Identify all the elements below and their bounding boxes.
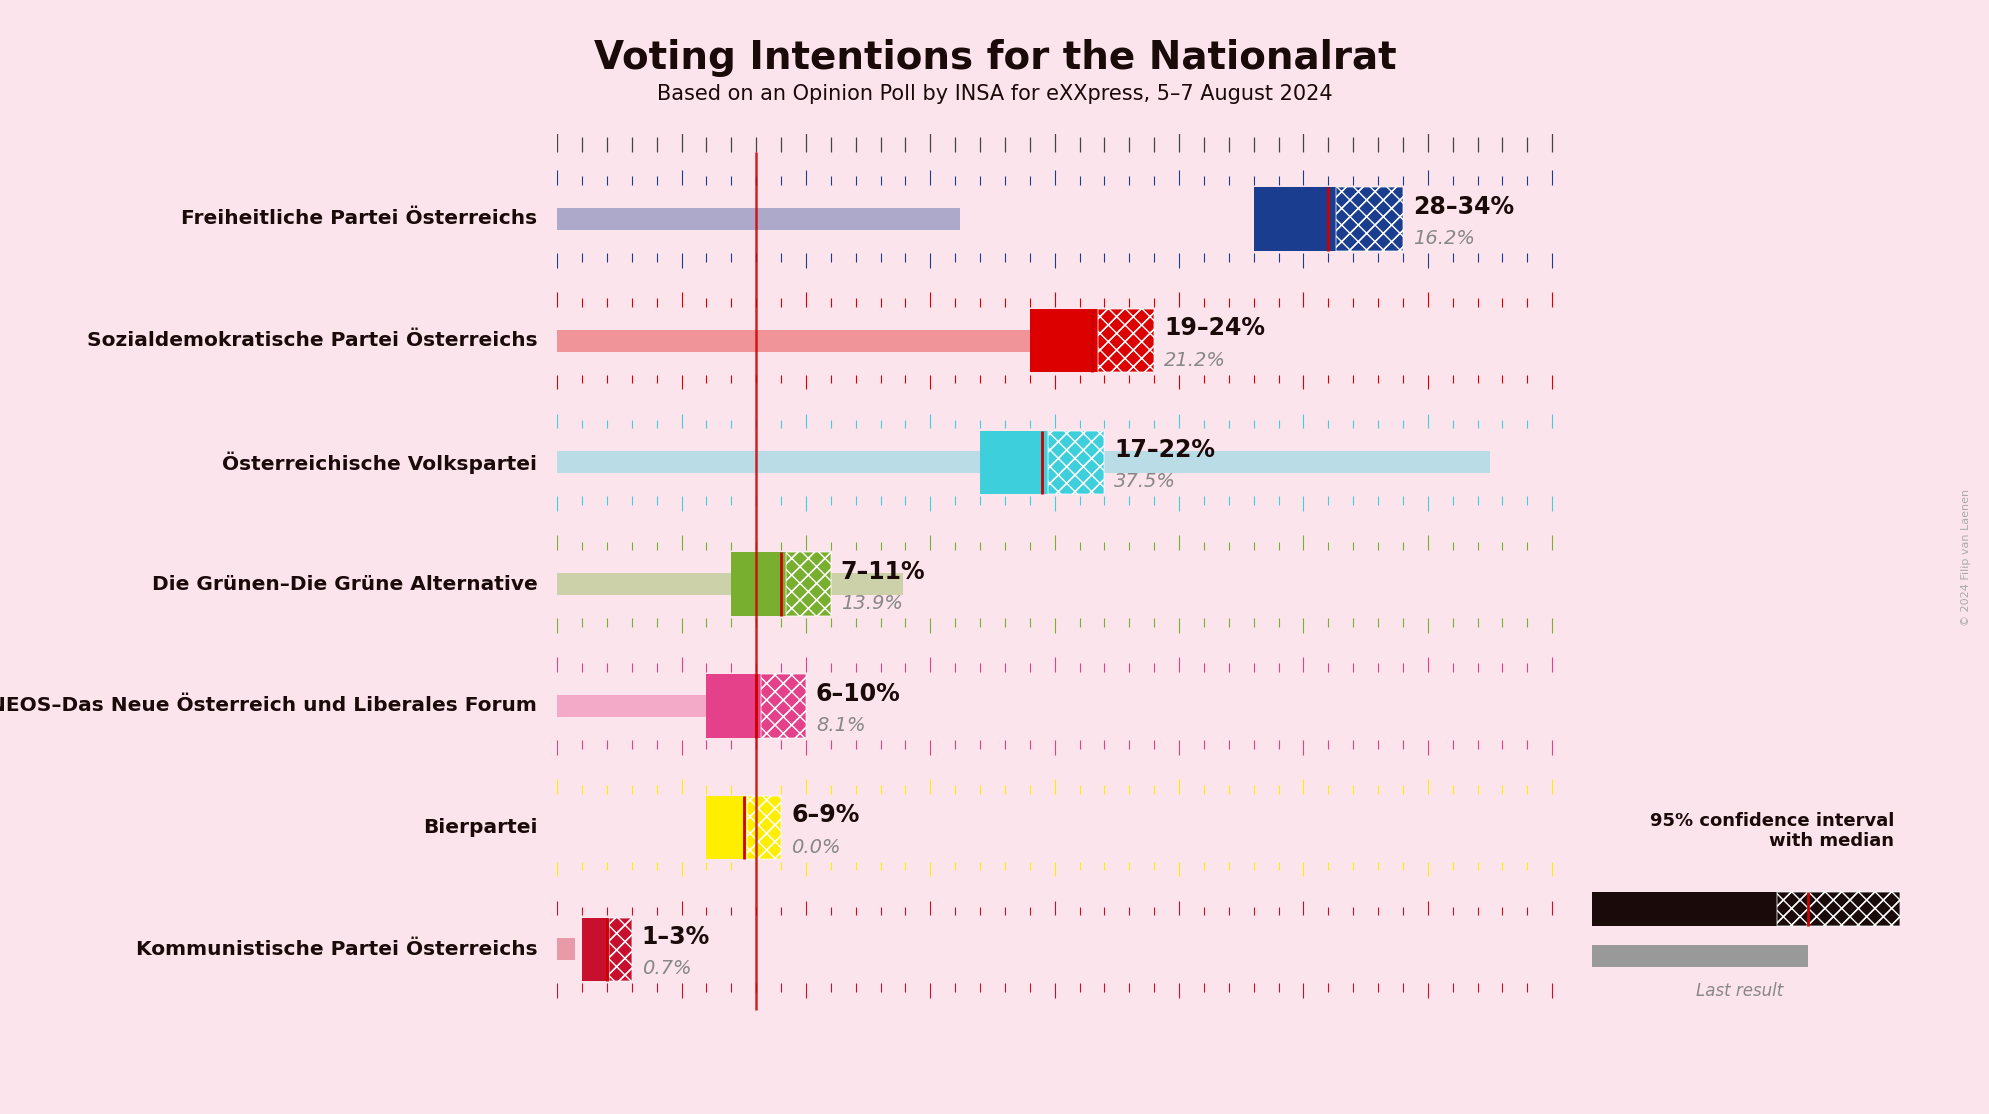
Bar [1030, 309, 1154, 372]
Text: 95% confidence interval
with median: 95% confidence interval with median [1649, 811, 1894, 850]
Text: 1–3%: 1–3% [640, 926, 710, 949]
Text: 6–9%: 6–9% [792, 803, 859, 828]
Text: 16.2%: 16.2% [1412, 228, 1474, 248]
Bar [609, 918, 633, 981]
Bar [1776, 892, 1899, 926]
Bar [1591, 892, 1776, 926]
Bar [1776, 892, 1899, 926]
Bar [557, 695, 758, 716]
Bar [583, 918, 633, 981]
Bar [786, 553, 831, 616]
Bar [1098, 309, 1154, 372]
Bar [1335, 187, 1402, 251]
Text: 6–10%: 6–10% [815, 682, 901, 706]
Text: 13.9%: 13.9% [841, 594, 903, 613]
Bar [557, 574, 903, 595]
Text: 8.1%: 8.1% [815, 716, 865, 735]
Text: 19–24%: 19–24% [1164, 316, 1265, 341]
Text: Die Grünen–Die Grüne Alternative: Die Grünen–Die Grüne Alternative [151, 575, 537, 594]
Bar [557, 330, 1084, 352]
Text: 17–22%: 17–22% [1114, 438, 1215, 462]
Bar [557, 451, 1490, 473]
Text: Kommunistische Partei Österreichs: Kommunistische Partei Österreichs [135, 940, 537, 959]
Text: © 2024 Filip van Laenen: © 2024 Filip van Laenen [1959, 488, 1971, 626]
Text: 21.2%: 21.2% [1164, 351, 1225, 370]
Bar [1591, 945, 1808, 967]
Bar [732, 553, 831, 616]
Text: 7–11%: 7–11% [841, 560, 925, 584]
Bar [557, 938, 575, 960]
Text: Voting Intentions for the Nationalrat: Voting Intentions for the Nationalrat [593, 39, 1396, 77]
Bar [1335, 187, 1402, 251]
Text: Sozialdemokratische Partei Österreichs: Sozialdemokratische Partei Österreichs [88, 331, 537, 350]
Bar [748, 797, 780, 859]
Text: 0.0%: 0.0% [792, 838, 839, 857]
Bar [557, 208, 961, 229]
Bar [1048, 431, 1104, 494]
Text: Bierpartei: Bierpartei [422, 818, 537, 837]
Bar [760, 674, 806, 737]
Text: 28–34%: 28–34% [1412, 195, 1514, 218]
Text: NEOS–Das Neue Österreich und Liberales Forum: NEOS–Das Neue Österreich und Liberales F… [0, 696, 537, 715]
Bar [786, 553, 831, 616]
Bar [1253, 187, 1402, 251]
Bar [979, 431, 1104, 494]
Bar [706, 674, 806, 737]
Bar [609, 918, 633, 981]
Text: Freiheitliche Partei Österreichs: Freiheitliche Partei Österreichs [181, 209, 537, 228]
Text: Last result: Last result [1695, 981, 1782, 1000]
Text: 37.5%: 37.5% [1114, 472, 1175, 491]
Text: 0.7%: 0.7% [640, 959, 690, 978]
Text: Österreichische Volkspartei: Österreichische Volkspartei [223, 451, 537, 473]
Bar [1048, 431, 1104, 494]
Bar [1098, 309, 1154, 372]
Bar [748, 797, 780, 859]
Bar [760, 674, 806, 737]
Text: Based on an Opinion Poll by INSA for eXXpress, 5–7 August 2024: Based on an Opinion Poll by INSA for eXX… [656, 84, 1333, 104]
Bar [706, 797, 782, 859]
